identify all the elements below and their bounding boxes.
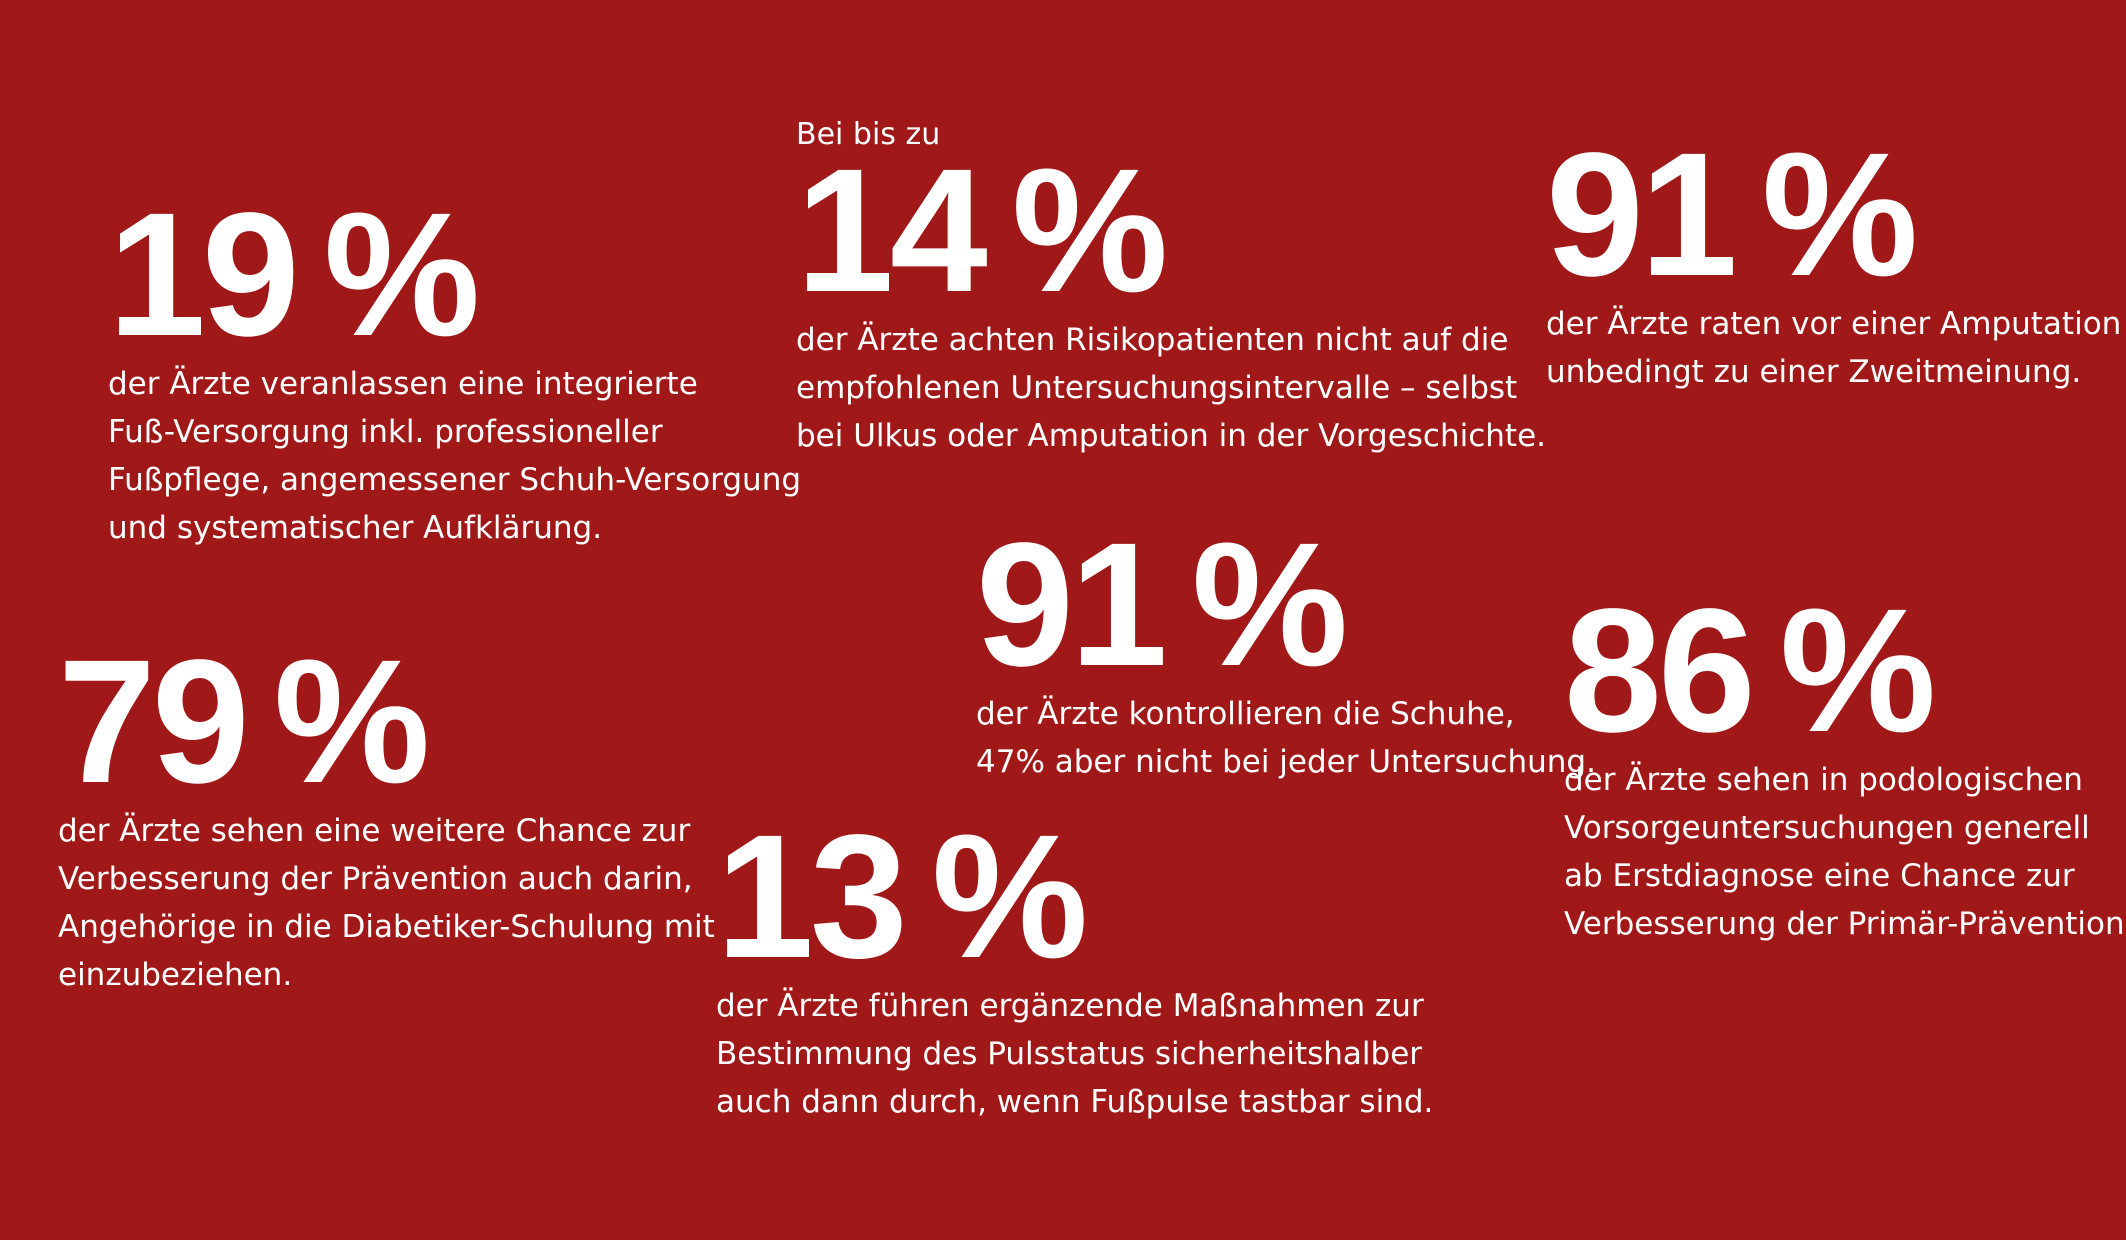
stat-value: 13% [716,799,1433,995]
stat-91-percent-shoes: 91% der Ärzte kontrollieren die Schuhe, … [976,507,1596,786]
stat-description: der Ärzte raten vor einer Amputation unb… [1546,300,2121,396]
stat-13-percent: 13% der Ärzte führen ergänzende Maßnahme… [716,799,1433,1126]
description-line: unbedingt zu einer Zweitmeinung. [1546,354,2082,390]
description-line: auch dann durch, wenn Fußpulse tastbar s… [716,1084,1434,1120]
stat-value: 79% [58,624,715,820]
description-line: bei Ulkus oder Amputation in der Vorgesc… [796,418,1547,454]
stat-description: der Ärzte veranlassen eine integrierte F… [108,360,801,552]
stat-number: 86 [1564,573,1756,769]
stat-79-percent: 79% der Ärzte sehen eine weitere Chance … [58,624,715,999]
percent-sign: % [1011,133,1168,329]
stat-value: 14% [796,133,1546,329]
stat-number: 13 [716,799,908,995]
stat-86-percent: 86% der Ärzte sehen in podologischen Vor… [1564,573,2126,948]
stat-value: 91% [976,507,1596,703]
stat-description: der Ärzte achten Risikopatienten nicht a… [796,316,1546,460]
description-line: und systematischer Aufklärung. [108,510,603,546]
description-line: der Ärzte sehen in podologischen [1564,762,2083,798]
description-line: 47% aber nicht bei jeder Untersuchung. [976,744,1596,780]
stat-number: 14 [796,133,988,329]
description-line: Verbesserung der Primär-Prävention. [1564,906,2126,942]
stat-91-percent-second-opinion: 91% der Ärzte raten vor einer Amputation… [1546,117,2121,396]
stat-description: der Ärzte sehen eine weitere Chance zur … [58,807,715,999]
description-line: Verbesserung der Prävention auch darin, [58,861,693,897]
stat-number: 79 [58,624,250,820]
stat-number: 91 [976,507,1168,703]
description-line: Bestimmung des Pulsstatus sicherheitshal… [716,1036,1423,1072]
percent-sign: % [1779,573,1936,769]
percent-sign: % [1761,117,1918,313]
description-line: ab Erstdiagnose eine Chance zur [1564,858,2075,894]
description-line: Fußpflege, angemessener Schuh-Versorgung [108,462,802,498]
percent-sign: % [323,177,480,373]
stat-19-percent: 19% der Ärzte veranlassen eine integrier… [108,177,801,552]
description-line: empfohlenen Untersuchungsintervalle – se… [796,370,1518,406]
description-line: der Ärzte raten vor einer Amputation [1546,306,2122,342]
description-line: der Ärzte veranlassen eine integrierte [108,366,698,402]
description-line: der Ärzte kontrollieren die Schuhe, [976,696,1515,732]
stat-14-percent: Bei bis zu 14% der Ärzte achten Risikopa… [796,118,1546,460]
percent-sign: % [273,624,430,820]
stat-value: 91% [1546,117,2121,313]
description-line: Fuß-Versorgung inkl. professioneller [108,414,663,450]
description-line: einzubeziehen. [58,957,293,993]
stat-value: 86% [1564,573,2126,769]
percent-sign: % [1191,507,1348,703]
stat-description: der Ärzte kontrollieren die Schuhe, 47% … [976,690,1596,786]
stat-value: 19% [108,177,801,373]
description-line: Angehörige in die Diabetiker-Schulung mi… [58,909,715,945]
percent-sign: % [931,799,1088,995]
description-line: Vorsorgeuntersuchungen generell [1564,810,2090,846]
stat-number: 91 [1546,117,1738,313]
description-line: der Ärzte führen ergänzende Maßnahmen zu… [716,988,1424,1024]
stat-description: der Ärzte führen ergänzende Maßnahmen zu… [716,982,1433,1126]
stat-description: der Ärzte sehen in podologischen Vorsorg… [1564,756,2126,948]
stat-number: 19 [108,177,300,373]
stat-prefix: Bei bis zu [796,117,941,152]
description-line: der Ärzte sehen eine weitere Chance zur [58,813,691,849]
description-line: der Ärzte achten Risikopatienten nicht a… [796,322,1509,358]
